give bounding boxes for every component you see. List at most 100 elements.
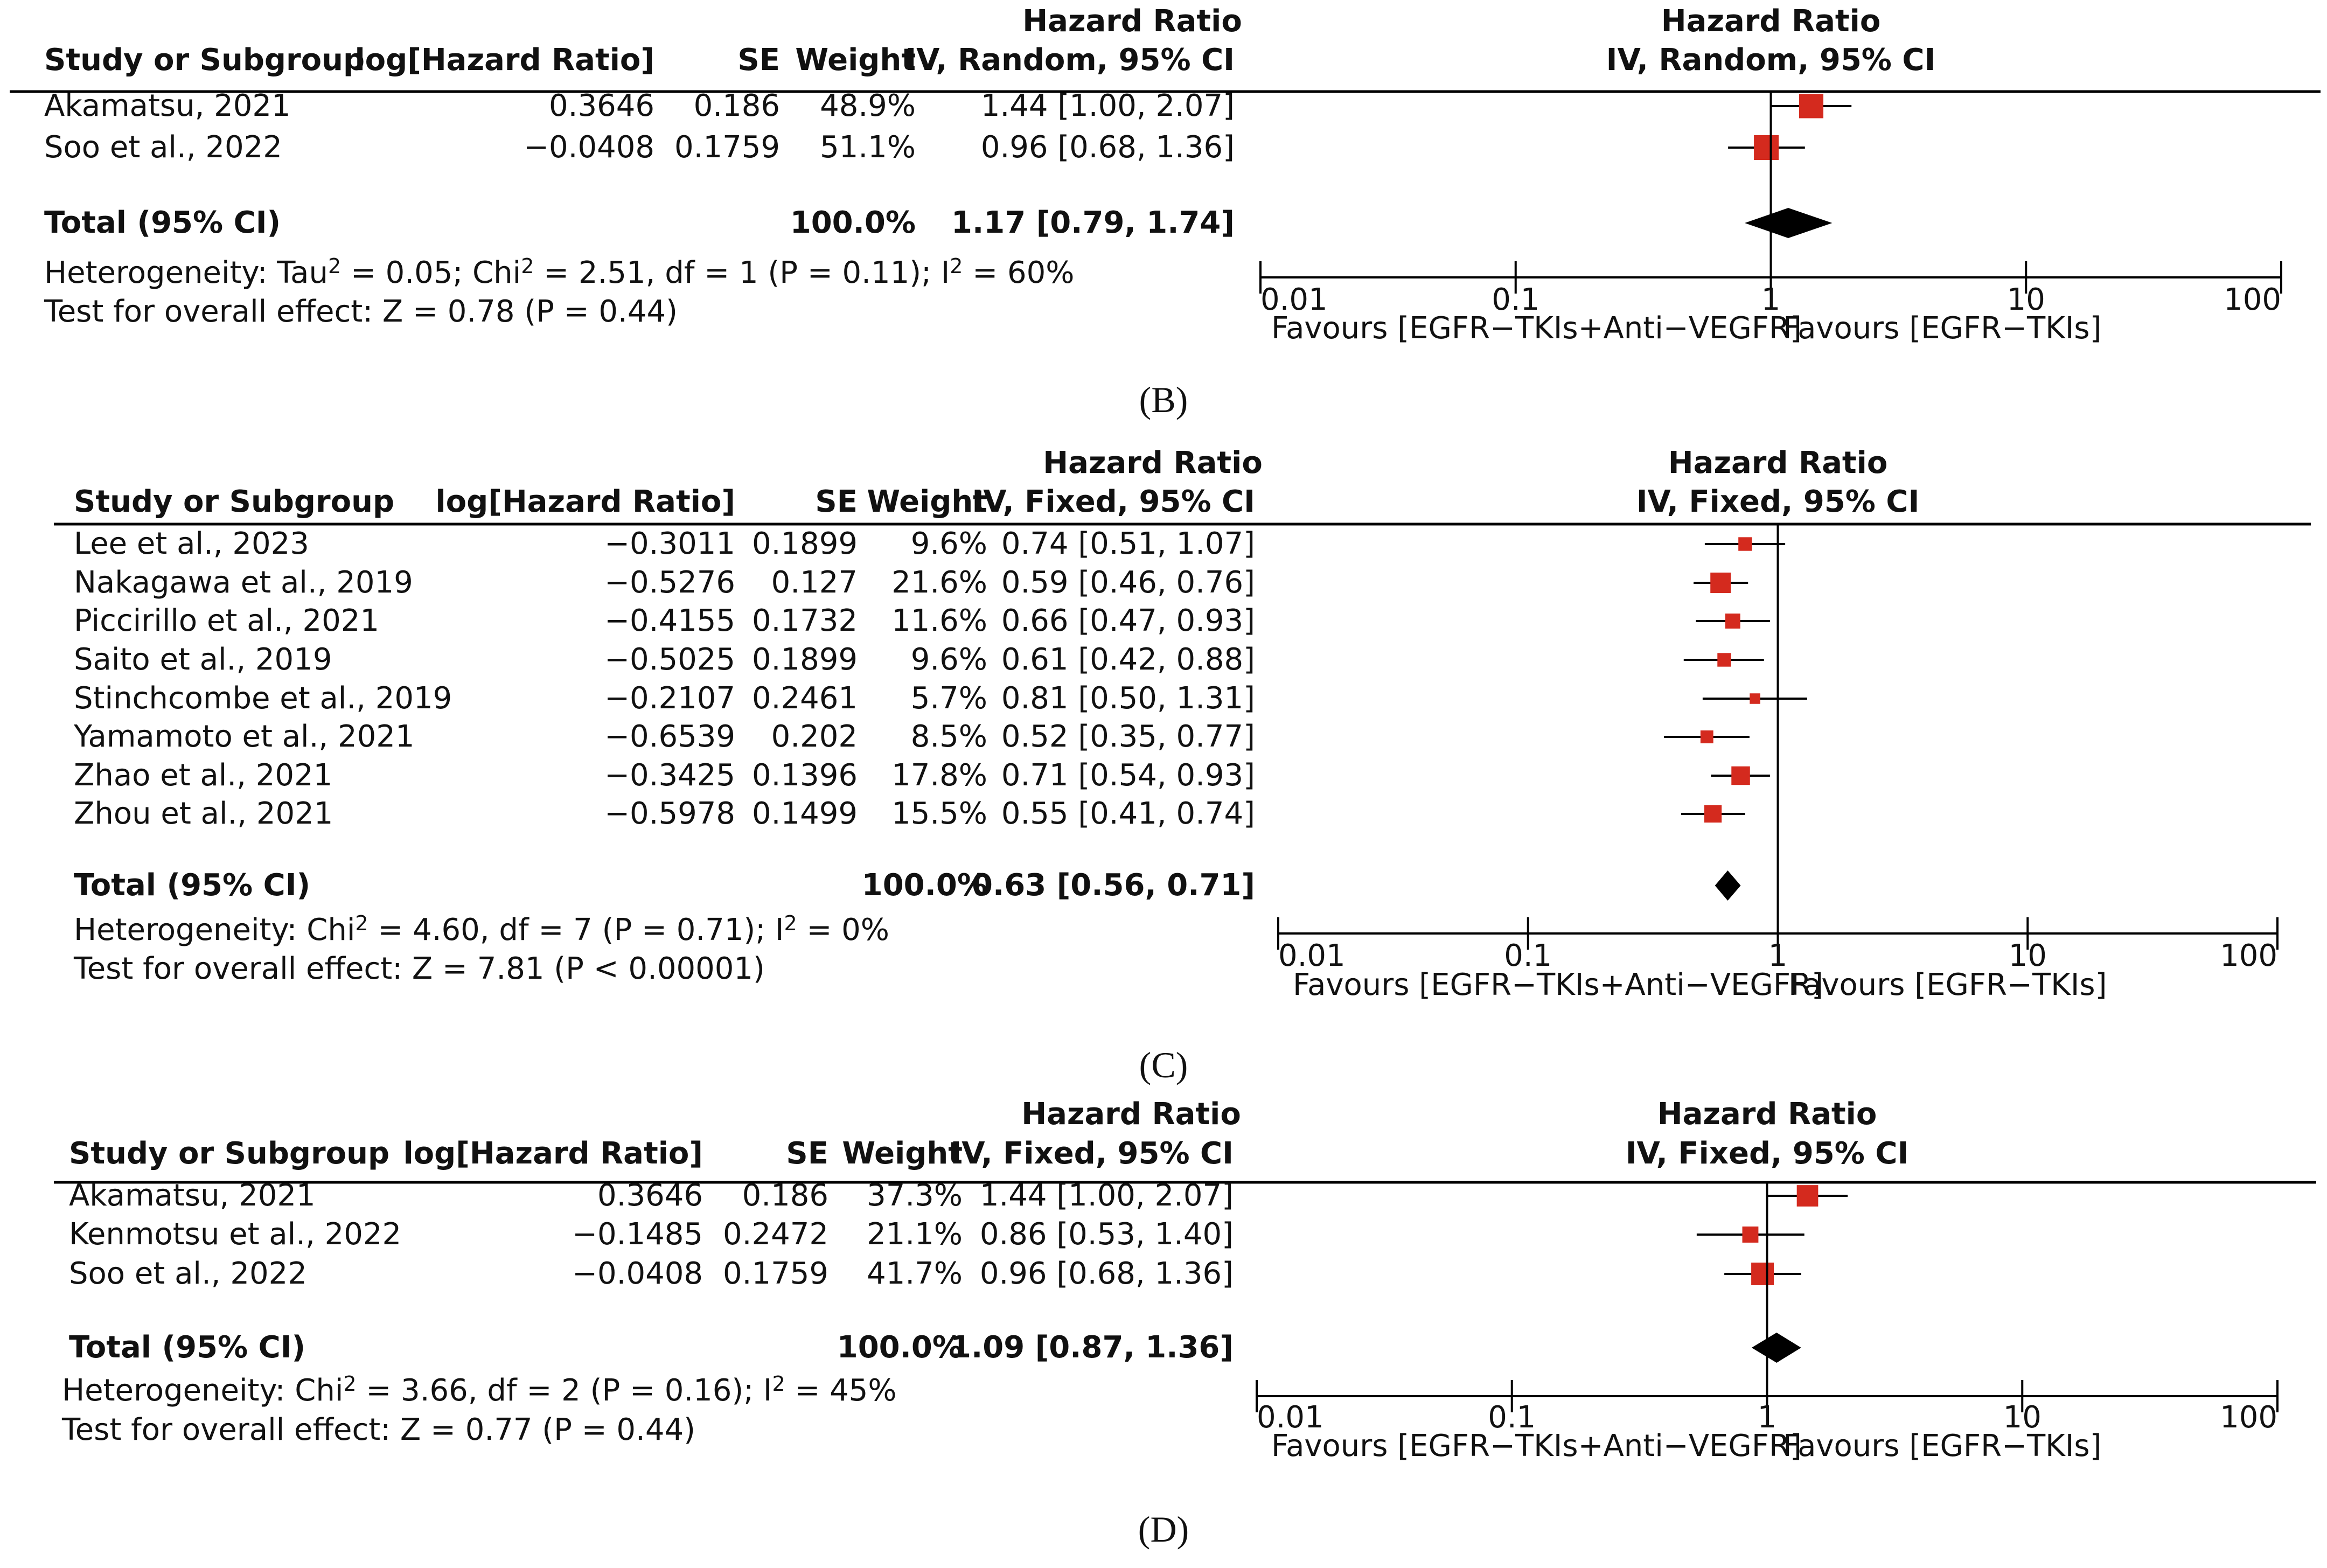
overall-effect-text: Test for overall effect: Z = 0.78 (P = 0… <box>44 294 678 329</box>
study-square-marker <box>1700 730 1713 743</box>
x-tick-label: 10 <box>2009 938 2047 973</box>
study-square-marker <box>1742 1226 1759 1243</box>
se-value: 0.2461 <box>752 681 858 716</box>
study-name: Zhou et al., 2021 <box>74 796 333 831</box>
study-name: Zhao et al., 2021 <box>74 758 332 793</box>
panel-caption: (B) <box>1139 379 1188 420</box>
hr-ci-value: 0.81 [0.50, 1.31] <box>1001 681 1255 716</box>
loghr-value: 0.3646 <box>597 1178 703 1213</box>
loghr-column-header: log[Hazard Ratio] <box>354 43 654 78</box>
se-column-header: SE <box>786 1136 828 1171</box>
study-square-marker <box>1754 135 1779 160</box>
weight-value: 5.7% <box>911 681 987 716</box>
hr-ci-value: 1.44 [1.00, 2.07] <box>980 1178 1234 1213</box>
hr-ci-value: 0.61 [0.42, 0.88] <box>1001 642 1255 677</box>
hr-ci-value: 0.52 [0.35, 0.77] <box>1001 719 1255 754</box>
x-tick-label: 1 <box>1768 938 1788 973</box>
x-tick-label: 0.1 <box>1504 938 1552 973</box>
weight-value: 37.3% <box>867 1178 963 1213</box>
weight-value: 48.9% <box>820 88 916 123</box>
plot-title: Hazard Ratio <box>1668 445 1888 480</box>
hr-column-title: Hazard Ratio <box>1021 1097 1241 1132</box>
x-tick-label: 100 <box>2224 282 2281 317</box>
weight-value: 8.5% <box>911 719 987 754</box>
se-value: 0.1759 <box>674 130 780 165</box>
weight-column-header: Weight <box>867 484 987 519</box>
study-square-marker <box>1751 1263 1774 1285</box>
study-square-marker <box>1796 1185 1819 1207</box>
study-square-marker <box>1717 653 1731 667</box>
favours-right-label: Favours [EGFR−TKIs] <box>1788 967 2107 1002</box>
weight-value: 41.7% <box>867 1256 963 1291</box>
x-tick-label: 0.01 <box>1278 938 1346 973</box>
weight-value: 21.6% <box>891 565 987 600</box>
se-value: 0.186 <box>742 1178 828 1213</box>
se-value: 0.1899 <box>752 526 858 561</box>
se-value: 0.186 <box>694 88 780 123</box>
study-square-marker <box>1799 94 1824 119</box>
x-tick-label: 0.01 <box>1260 282 1328 317</box>
weight-value: 9.6% <box>911 526 987 561</box>
hr-column-title: Hazard Ratio <box>1043 445 1263 480</box>
weight-value: 17.8% <box>891 758 987 793</box>
study-square-marker <box>1704 805 1722 823</box>
total-weight: 100.0% <box>862 868 987 903</box>
loghr-value: −0.6539 <box>604 719 735 754</box>
x-tick-label: 1 <box>1761 282 1781 317</box>
plot-subtitle: IV, Fixed, 95% CI <box>1636 484 1920 519</box>
loghr-value: 0.3646 <box>549 88 654 123</box>
hr-ci-value: 0.55 [0.41, 0.74] <box>1001 796 1255 831</box>
overall-effect-text: Test for overall effect: Z = 0.77 (P = 0… <box>61 1412 695 1447</box>
loghr-value: −0.2107 <box>604 681 735 716</box>
total-hr-ci: 1.09 [0.87, 1.36] <box>950 1330 1234 1365</box>
weight-value: 21.1% <box>867 1217 963 1252</box>
favours-left-label: Favours [EGFR−TKIs+Anti−VEGFR] <box>1271 1428 1802 1464</box>
favours-right-label: Favours [EGFR−TKIs] <box>1783 1428 2101 1464</box>
weight-value: 15.5% <box>891 796 987 831</box>
study-name: Akamatsu, 2021 <box>69 1178 316 1213</box>
x-tick-label: 10 <box>2003 1400 2042 1435</box>
study-square-marker <box>1750 693 1760 704</box>
heterogeneity-text: Heterogeneity: Chi2 = 4.60, df = 7 (P = … <box>74 911 889 947</box>
study-square-marker <box>1731 766 1750 785</box>
study-name: Piccirillo et al., 2021 <box>74 603 379 638</box>
se-value: 0.1899 <box>752 642 858 677</box>
total-label: Total (95% CI) <box>74 868 310 903</box>
hr-ci-column-header: IV, Random, 95% CI <box>905 43 1235 78</box>
plot-subtitle: IV, Fixed, 95% CI <box>1626 1136 1909 1171</box>
se-value: 0.1759 <box>723 1256 828 1291</box>
hr-ci-value: 0.96 [0.68, 1.36] <box>981 130 1235 165</box>
study-name: Saito et al., 2019 <box>74 642 332 677</box>
total-weight: 100.0% <box>837 1330 963 1365</box>
x-tick-label: 10 <box>2007 282 2045 317</box>
study-name: Nakagawa et al., 2019 <box>74 565 413 600</box>
loghr-value: −0.5978 <box>604 796 735 831</box>
x-tick-label: 0.1 <box>1492 282 1539 317</box>
weight-column-header: Weight <box>842 1136 963 1171</box>
heterogeneity-text: Heterogeneity: Chi2 = 3.66, df = 2 (P = … <box>62 1372 897 1408</box>
study-column-header: Study or Subgroup <box>44 43 365 78</box>
x-tick-label: 100 <box>2220 1400 2277 1435</box>
total-diamond-marker <box>1745 208 1833 238</box>
study-square-marker <box>1710 573 1731 593</box>
loghr-value: −0.5025 <box>604 642 735 677</box>
x-tick-label: 0.01 <box>1257 1400 1324 1435</box>
loghr-value: −0.4155 <box>604 603 735 638</box>
loghr-value: −0.0408 <box>524 130 654 165</box>
plot-subtitle: IV, Random, 95% CI <box>1606 43 1936 78</box>
x-tick-label: 100 <box>2220 938 2277 973</box>
weight-value: 51.1% <box>820 130 916 165</box>
se-value: 0.127 <box>771 565 858 600</box>
panel-caption: (C) <box>1139 1044 1188 1085</box>
se-value: 0.1396 <box>752 758 858 793</box>
hr-ci-value: 0.71 [0.54, 0.93] <box>1001 758 1255 793</box>
loghr-value: −0.0408 <box>572 1256 703 1291</box>
hr-ci-value: 0.74 [0.51, 1.07] <box>1001 526 1255 561</box>
study-name: Stinchcombe et al., 2019 <box>74 681 452 716</box>
weight-column-header: Weight <box>795 43 916 78</box>
loghr-value: −0.3011 <box>604 526 735 561</box>
total-label: Total (95% CI) <box>44 205 281 240</box>
study-name: Soo et al., 2022 <box>69 1256 307 1291</box>
